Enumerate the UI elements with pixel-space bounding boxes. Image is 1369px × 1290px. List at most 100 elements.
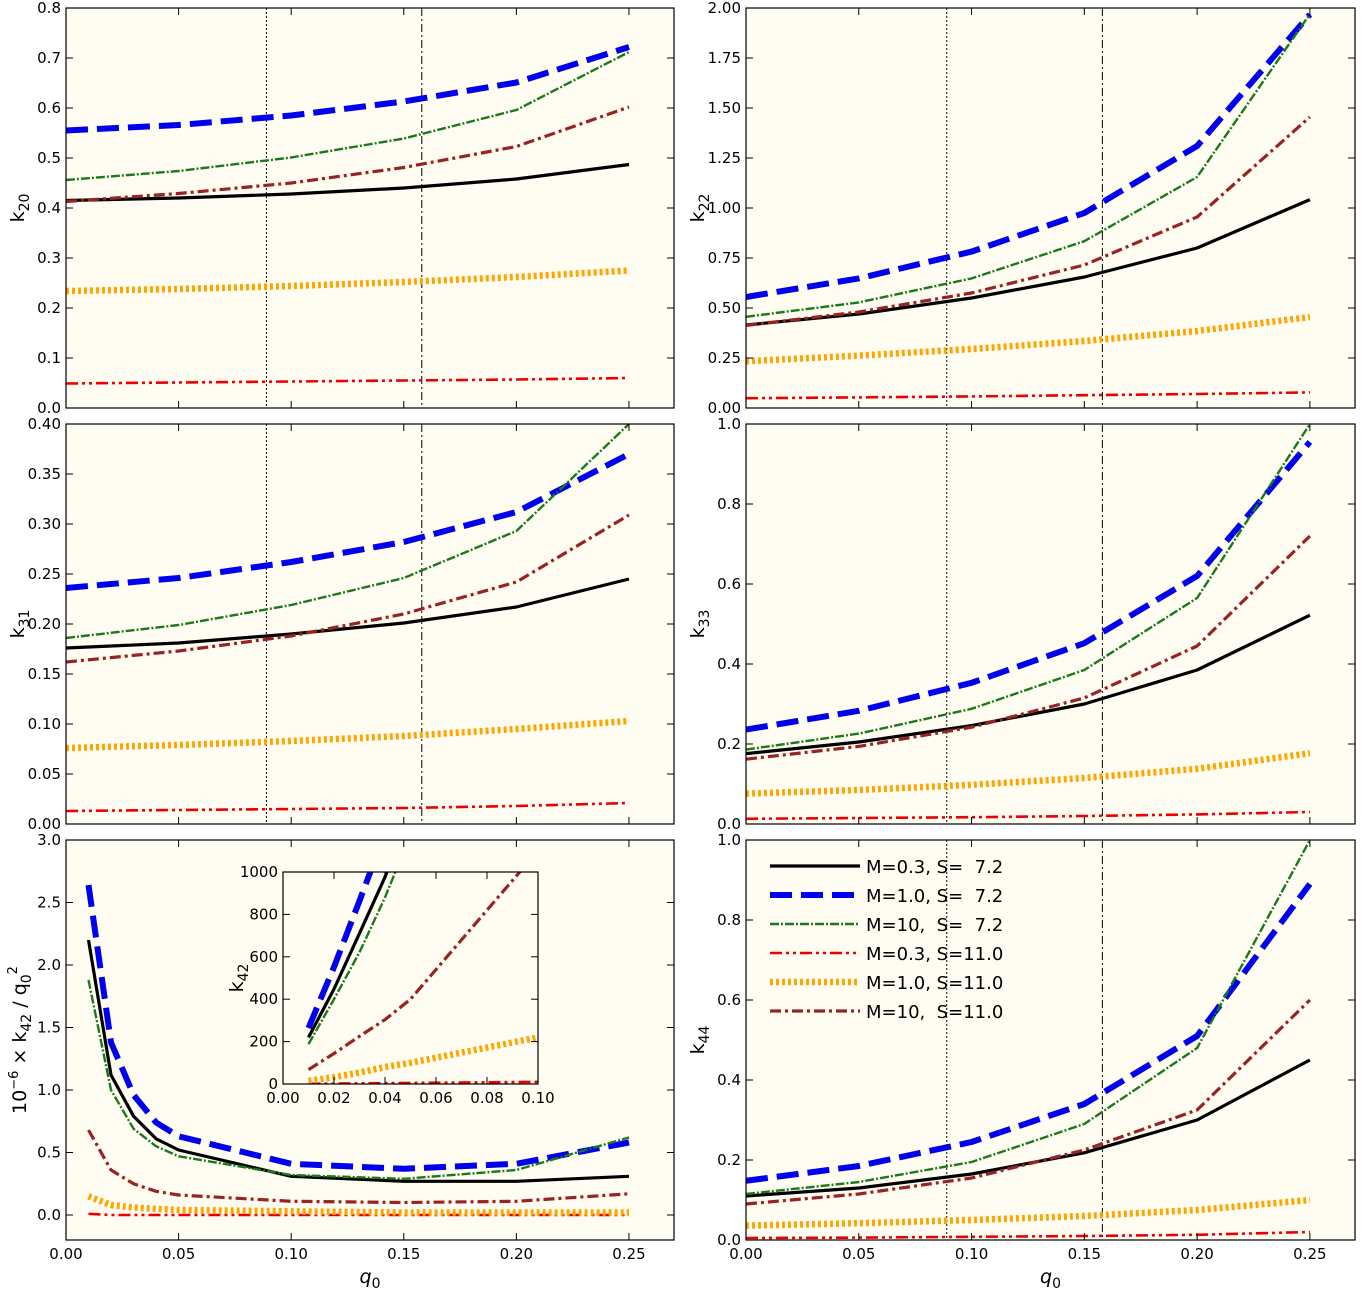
series-line-k22-5	[746, 115, 1311, 327]
panel-k20: 0.0 0.1 0.2 0.3 0.4 0.5 0.6 0.7 0.8 k20	[7, 0, 675, 417]
plot-area-k22	[746, 8, 1355, 408]
series-line-k33-4	[746, 749, 1311, 797]
ytick-label-k44: 0.4	[717, 1071, 741, 1089]
series-line-k44-5	[746, 998, 1312, 1206]
series-line-k44-0	[746, 1058, 1311, 1198]
ylabel-k44: k44	[687, 1025, 713, 1054]
series-line-k31-2	[66, 424, 630, 640]
plot-area-k42inset	[283, 872, 538, 1084]
ytick-label-k42inset: 600	[249, 948, 278, 966]
ytick-label-k31: 0.00	[28, 815, 61, 833]
ytick-label-k42norm: 1.0	[37, 1081, 61, 1099]
xtick-label-k42norm: 0.25	[612, 1245, 645, 1263]
plot-area-k31	[66, 424, 674, 824]
series-line-k22-3	[746, 391, 1310, 400]
xtick-label-k42inset: 0.00	[266, 1089, 299, 1107]
ytick-label-k31: 0.20	[28, 615, 61, 633]
series-line-k31-3	[66, 801, 630, 813]
legend-label-5: M=10, S=11.0	[866, 1002, 1003, 1023]
plot-area-k33	[746, 424, 1355, 824]
ytick-label-k22: 0.75	[708, 249, 741, 267]
ytick-label-k31: 0.15	[28, 665, 61, 683]
xtick-label-k42norm: 0.00	[49, 1245, 82, 1263]
series-line-k31-5	[66, 513, 630, 664]
ytick-label-k20: 0.0	[37, 399, 61, 417]
xtick-label-k42norm: 0.05	[162, 1245, 195, 1263]
ytick-label-k33: 0.8	[717, 495, 741, 513]
ylabel-k31: k31	[7, 610, 33, 639]
ylabel-k22: k22	[687, 194, 713, 223]
series-line-k42norm-5	[87, 1129, 630, 1205]
xtick-label-k42norm: 0.15	[387, 1245, 420, 1263]
frame-k33	[745, 423, 1356, 825]
ytick-label-k42norm: 3.0	[37, 831, 61, 849]
xtick-label-k42inset: 0.06	[419, 1089, 452, 1107]
ytick-label-k44: 0.8	[717, 911, 741, 929]
series-line-k31-4	[66, 717, 630, 752]
panel-k42inset: 0 200 400 600 800 1000 0.00 0.02 0.04 0.06 0.08 0.1…	[226, 863, 555, 1107]
ylabel-k33: k33	[687, 610, 713, 639]
series-line-k42inset-5	[307, 872, 522, 1071]
ytick-label-k42norm: 2.0	[37, 956, 61, 974]
ytick-label-k31: 0.40	[28, 415, 61, 433]
xtick-label-k42norm: 0.10	[274, 1245, 307, 1263]
plot-area-k20	[66, 8, 674, 408]
series-line-k42inset-0	[307, 872, 389, 1039]
xtick-label-k42norm: 0.20	[500, 1245, 533, 1263]
ytick-label-k22: 0.25	[708, 349, 741, 367]
ytick-label-k22: 1.75	[708, 49, 741, 67]
ytick-label-k22: 1.50	[708, 99, 741, 117]
ytick-label-k22: 1.25	[708, 149, 741, 167]
panel-k33: 0.0 0.2 0.4 0.6 0.8 1.0 k33	[687, 415, 1356, 833]
series-line-k42inset-2	[307, 872, 397, 1045]
legend-label-1: M=1.0, S= 7.2	[866, 886, 1003, 907]
series-line-k20-5	[66, 105, 630, 204]
ytick-label-k20: 0.3	[37, 249, 61, 267]
series-line-k20-3	[66, 376, 630, 385]
series-line-k44-2	[746, 840, 1311, 1196]
legend: M=0.3, S= 7.2 M=1.0, S= 7.2 M=10, S= 7.2 M=…	[770, 857, 1003, 1023]
ytick-label-k20: 0.6	[37, 99, 61, 117]
legend-label-2: M=10, S= 7.2	[866, 915, 1003, 936]
ylabel-k42norm: 10−6 × k42 / q02	[6, 966, 35, 1114]
ytick-label-k33: 0.0	[717, 815, 741, 833]
series-line-k33-3	[746, 810, 1310, 821]
series-line-k44-4	[746, 1196, 1311, 1229]
frame-k44	[745, 839, 1356, 1241]
ytick-label-k20: 0.5	[37, 149, 61, 167]
legend-label-0: M=0.3, S= 7.2	[866, 857, 1003, 878]
ytick-label-k22: 0.00	[708, 399, 741, 417]
ytick-label-k42norm: 0.0	[37, 1206, 61, 1224]
xtick-label-k42inset: 0.08	[470, 1089, 503, 1107]
ytick-label-k44: 0.0	[717, 1231, 741, 1249]
series-group-k42norm	[85, 884, 630, 1217]
ytick-label-k44: 0.6	[717, 991, 741, 1009]
series-line-k22-2	[746, 13, 1311, 318]
legend-label-3: M=0.3, S=11.0	[866, 944, 1003, 965]
ytick-label-k20: 0.1	[37, 349, 61, 367]
ytick-label-k33: 0.4	[717, 655, 741, 673]
series-line-k31-1	[66, 451, 631, 591]
panel-k31: 0.00 0.05 0.10 0.15 0.20 0.25 0.30 0.35 0.40 k31	[7, 415, 675, 833]
xtick-label-k44: 0.10	[955, 1245, 988, 1263]
ytick-label-k33: 0.2	[717, 735, 741, 753]
series-line-k33-5	[746, 534, 1312, 761]
xtick-label-k44: 0.20	[1180, 1245, 1213, 1263]
ytick-label-k42norm: 1.5	[37, 1019, 61, 1037]
series-line-k33-0	[746, 613, 1311, 756]
xtick-label-k42inset: 0.02	[317, 1089, 350, 1107]
ytick-label-k33: 0.6	[717, 575, 741, 593]
series-line-k44-1	[746, 882, 1313, 1184]
ytick-label-k22: 1.00	[708, 199, 741, 217]
frame-k42inset	[282, 871, 539, 1085]
series-line-k42norm-2	[87, 979, 630, 1181]
ytick-label-k31: 0.30	[28, 515, 61, 533]
ytick-label-k20: 0.2	[37, 299, 61, 317]
series-line-k20-4	[66, 267, 630, 295]
ytick-label-k31: 0.35	[28, 465, 61, 483]
ytick-label-k44: 0.2	[717, 1151, 741, 1169]
series-line-k33-1	[746, 440, 1313, 733]
xlabel-k44: q0	[1040, 1266, 1061, 1290]
ytick-label-k44: 1.0	[717, 831, 741, 849]
series-line-k20-1	[66, 44, 630, 134]
